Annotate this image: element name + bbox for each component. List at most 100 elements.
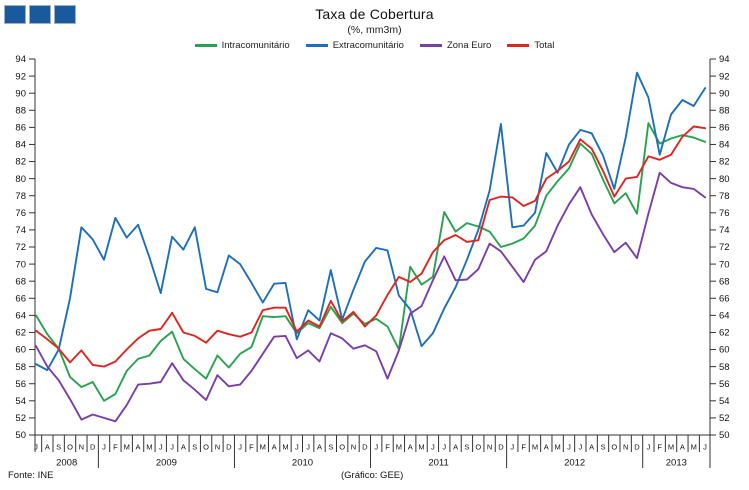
month-label: D [90,443,96,452]
month-label: S [328,443,333,452]
month-label: M [691,443,697,452]
y-tick-label-left: 92 [15,71,26,82]
month-label: J [431,443,435,452]
month-label: J [238,443,242,452]
month-label: N [79,443,84,452]
y-tick-label-left: 68 [15,276,26,287]
month-label: J [703,443,707,452]
chart-legend: Intracomunitário Extracomunitário Zona Eur… [0,40,749,51]
month-label: A [680,443,685,452]
legend-item-zona-euro: Zona Euro [419,40,492,51]
year-label: 2011 [428,458,448,469]
y-tick-label-left: 80 [15,174,26,185]
y-tick-label-left: 72 [15,242,26,253]
month-label: A [272,443,277,452]
y-tick-label-left: 58 [15,362,26,373]
y-tick-label-left: 74 [15,225,26,236]
y-tick-label-right: 86 [719,123,730,134]
month-label: J [170,443,174,452]
month-label: D [226,443,232,452]
month-label: J [159,443,163,452]
month-label: M [396,443,402,452]
year-label: 2008 [56,458,77,469]
month-label: M [282,443,288,452]
year-label: 2009 [156,458,177,469]
month-label: S [56,443,61,452]
month-label: J [442,443,446,452]
legend-item-intracomunitário: Intracomunitário [194,40,290,51]
y-tick-label-right: 60 [719,345,730,356]
month-label: F [385,443,390,452]
series-line-zona-euro [35,171,707,423]
month-label: M [146,443,152,452]
y-tick-label-left: 62 [15,328,26,339]
month-label: F [113,443,118,452]
y-tick-label-right: 64 [719,311,730,322]
month-label: O [203,443,209,452]
month-label: M [532,443,538,452]
month-label: J [578,443,582,452]
month-label: J [102,443,106,452]
legend-label: Intracomunitário [221,40,290,51]
month-label: D [498,443,504,452]
y-tick-label-left: 76 [15,208,26,219]
y-tick-label-left: 50 [15,430,26,441]
month-label: J [34,443,38,452]
legend-label: Zona Euro [446,40,492,51]
y-tick-label-right: 88 [719,105,730,116]
y-tick-label-left: 94 [15,54,26,65]
y-tick-label-right: 82 [719,157,730,168]
logo-square [29,5,51,24]
month-label: A [136,443,141,452]
month-label: N [351,443,356,452]
y-tick-label-left: 86 [15,123,26,134]
y-tick-label-right: 80 [719,174,730,185]
month-label: J [646,443,650,452]
month-label: F [249,443,254,452]
chart-subtitle: (%, mm3m) [347,24,402,36]
source-label: Fonte: INE [8,470,54,481]
month-label: M [418,443,424,452]
month-label: O [611,443,617,452]
month-label: S [600,443,605,452]
chart-title: Taxa de Cobertura [315,6,434,22]
y-tick-label-left: 82 [15,157,26,168]
month-label: A [181,443,186,452]
logo-square [4,5,26,24]
y-tick-label-right: 72 [719,242,730,253]
y-tick-label-left: 60 [15,345,26,356]
month-label: S [192,443,197,452]
y-tick-label-right: 74 [719,225,730,236]
series-line-extracomunitário [35,71,707,372]
month-label: J [306,443,310,452]
y-tick-label-left: 90 [15,88,26,99]
y-tick-label-right: 90 [719,88,730,99]
month-label: F [521,443,526,452]
month-label: J [295,443,299,452]
y-tick-label-left: 84 [15,140,26,151]
month-label: S [464,443,469,452]
y-tick-label-right: 56 [719,379,730,390]
month-label: J [510,443,514,452]
month-label: M [124,443,130,452]
y-tick-label-right: 54 [719,396,730,407]
y-tick-label-right: 50 [719,430,730,441]
month-label: A [589,443,594,452]
y-tick-label-left: 66 [15,293,26,304]
legend-label: Extracomunitário [332,40,404,51]
legend-swatch [507,44,530,47]
series-line-intracomunitário [35,122,707,402]
month-label: A [453,443,458,452]
series-lines [35,71,707,423]
month-label: A [45,443,50,452]
y-tick-label-right: 84 [719,140,730,151]
y-tick-label-right: 58 [719,362,730,373]
y-tick-label-left: 56 [15,379,26,390]
y-tick-label-left: 52 [15,413,26,424]
month-label: A [408,443,413,452]
month-label: N [215,443,220,452]
legend-item-extracomunitário: Extracomunitário [305,40,404,51]
y-tick-label-right: 66 [719,293,730,304]
